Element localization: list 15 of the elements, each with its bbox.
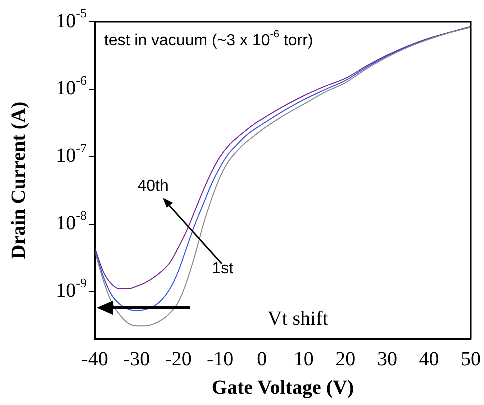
x-axis-title: Gate Voltage (V) — [212, 377, 354, 400]
x-tick-label: 40 — [419, 348, 440, 370]
x-tick-label: -20 — [165, 348, 192, 370]
annotation: 1st — [212, 260, 234, 278]
x-tick-label: 20 — [336, 348, 356, 370]
x-tick-label: -40 — [82, 348, 108, 370]
annotation: 40th — [138, 178, 169, 196]
annotation: Vt shift — [268, 308, 329, 330]
x-tick-label: 0 — [257, 348, 268, 370]
x-tick-label: 30 — [377, 348, 398, 370]
x-tick-label: -10 — [206, 348, 234, 370]
x-tick-label: 10 — [294, 348, 314, 370]
y-axis-title: Drain Current (A) — [8, 102, 30, 260]
x-tick-label: -30 — [123, 348, 150, 370]
x-tick-label: 50 — [461, 348, 481, 370]
